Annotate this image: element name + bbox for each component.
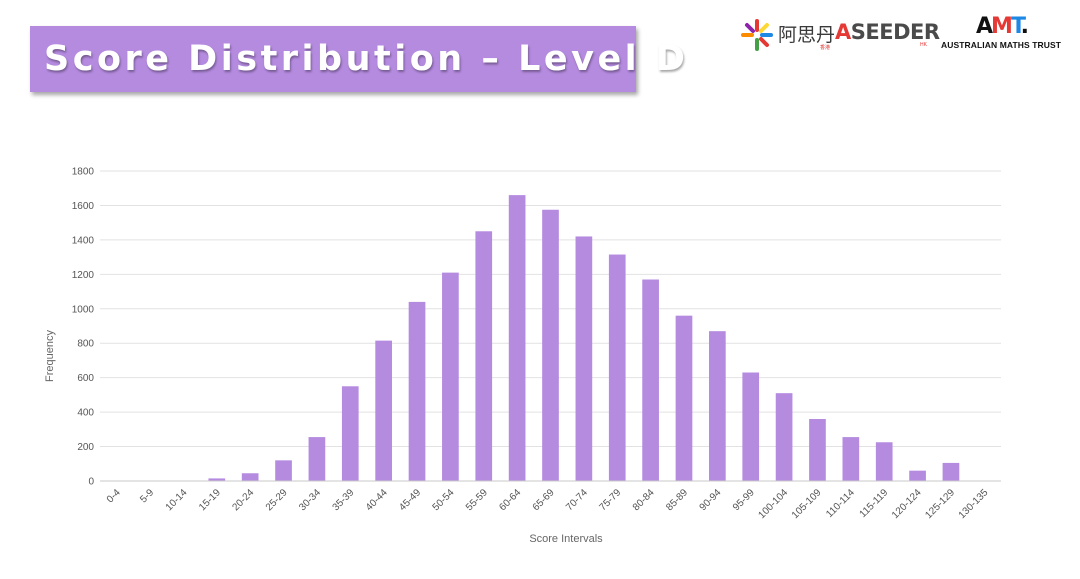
x-tick-label: 105-109 bbox=[790, 487, 824, 521]
bar-75-79 bbox=[608, 254, 626, 481]
bar-60-64 bbox=[508, 195, 526, 481]
bar-55-59 bbox=[475, 231, 493, 481]
aoscar-logo-text: 阿思丹 bbox=[778, 24, 836, 46]
y-tick-label: 800 bbox=[77, 339, 94, 350]
logo-bar: 阿思丹 香港 ASEEDER HK AMT. AUSTRALIAN MATHS … bbox=[736, 14, 1076, 54]
y-tick-label: 0 bbox=[88, 477, 94, 488]
y-tick-label: 600 bbox=[77, 373, 94, 384]
x-tick-label: 50-54 bbox=[431, 487, 457, 513]
bar-105-109 bbox=[809, 419, 826, 481]
bar-90-94 bbox=[709, 331, 726, 481]
amt-logo-mark: AMT. bbox=[976, 14, 1029, 39]
y-tick-label: 200 bbox=[77, 442, 94, 453]
x-tick-label: 95-99 bbox=[731, 487, 757, 513]
bar-50-54 bbox=[442, 272, 459, 481]
y-tick-label: 1800 bbox=[72, 167, 95, 178]
x-tick-label: 115-119 bbox=[858, 487, 891, 520]
x-tick-label: 100-104 bbox=[756, 487, 790, 521]
x-tick-label: 5-9 bbox=[138, 487, 156, 505]
bar-125-129 bbox=[942, 462, 960, 481]
bar-85-89 bbox=[675, 315, 693, 481]
x-tick-label: 15-19 bbox=[197, 487, 223, 513]
aseeder-logo-subtext: HK bbox=[920, 42, 927, 48]
x-axis-label: Score Intervals bbox=[529, 533, 603, 545]
amt-logo-text: AUSTRALIAN MATHS TRUST bbox=[941, 40, 1062, 50]
bar-25-29 bbox=[275, 460, 292, 481]
x-tick-label: 125-129 bbox=[923, 487, 957, 521]
y-tick-label: 1000 bbox=[72, 304, 95, 315]
aoscar-logo-icon bbox=[741, 19, 773, 51]
x-tick-label: 10-14 bbox=[164, 487, 190, 513]
x-tick-label: 60-64 bbox=[497, 487, 523, 513]
x-tick-label: 85-89 bbox=[664, 487, 690, 513]
bar-20-24 bbox=[241, 473, 259, 481]
x-tick-label: 45-49 bbox=[397, 487, 423, 513]
page-title: Score Distribution – Level D bbox=[44, 39, 689, 79]
x-tick-label: 55-59 bbox=[464, 487, 490, 513]
bar-100-104 bbox=[775, 393, 793, 481]
y-tick-label: 1200 bbox=[72, 270, 95, 281]
y-axis-ticks: 0 200 400 600 800 1000 1200 1400 1600 1800 bbox=[72, 167, 95, 488]
bar-80-84 bbox=[642, 279, 659, 481]
bar-120-124 bbox=[909, 470, 926, 481]
x-tick-label: 70-74 bbox=[564, 487, 590, 513]
bar-35-39 bbox=[341, 386, 359, 481]
x-tick-label: 75-79 bbox=[597, 487, 623, 513]
aoscar-logo-subtext: 香港 bbox=[820, 45, 831, 51]
x-tick-label: 80-84 bbox=[631, 487, 657, 513]
x-tick-label: 20-24 bbox=[230, 487, 256, 513]
bar-15-19 bbox=[208, 478, 226, 481]
x-tick-label: 25-29 bbox=[264, 487, 290, 513]
bars bbox=[208, 195, 960, 481]
bar-70-74 bbox=[575, 236, 593, 481]
bar-65-69 bbox=[542, 209, 559, 481]
x-tick-label: 65-69 bbox=[531, 487, 557, 513]
x-axis-ticks: 0-4 5-9 10-14 15-19 20-24 25-29 30-34 35-39 40-4… bbox=[105, 487, 991, 521]
bar-30-34 bbox=[308, 437, 326, 481]
bar-115-119 bbox=[875, 442, 893, 481]
x-tick-label: 110-114 bbox=[824, 487, 857, 520]
x-tick-label: 0-4 bbox=[105, 487, 123, 505]
bar-45-49 bbox=[408, 301, 426, 481]
bar-40-44 bbox=[375, 340, 392, 481]
y-tick-label: 400 bbox=[77, 408, 94, 419]
x-tick-label: 35-39 bbox=[331, 487, 357, 513]
y-tick-label: 1600 bbox=[72, 201, 95, 212]
bar-110-114 bbox=[842, 437, 860, 481]
bar-95-99 bbox=[742, 372, 760, 481]
title-banner: Score Distribution – Level D bbox=[30, 26, 685, 92]
y-tick-label: 1400 bbox=[72, 235, 95, 246]
x-tick-label: 30-34 bbox=[297, 487, 323, 513]
x-tick-label: 130-135 bbox=[957, 487, 991, 521]
x-tick-label: 120-124 bbox=[890, 487, 924, 521]
y-axis-label: Frequency bbox=[44, 330, 56, 382]
aseeder-logo: ASEEDER bbox=[835, 20, 940, 44]
x-tick-label: 40-44 bbox=[364, 487, 390, 513]
x-tick-label: 90-94 bbox=[698, 487, 724, 513]
